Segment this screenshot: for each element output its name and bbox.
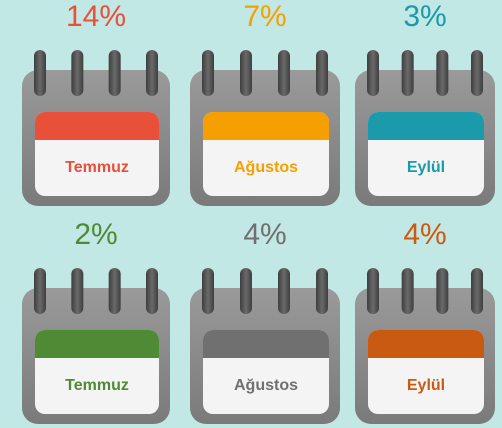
calendar-ring <box>278 50 290 96</box>
calendar-ring <box>108 268 121 314</box>
calendar-ring <box>202 50 214 96</box>
calendar-header <box>203 330 329 358</box>
calendar-ring <box>146 268 158 314</box>
month-label: Ağustos <box>234 377 298 394</box>
calendar-ring <box>34 268 46 314</box>
month-label: Eylül <box>407 159 445 176</box>
percent: 7% <box>243 0 286 33</box>
calendar-ring <box>436 50 449 96</box>
percent: 4% <box>403 218 446 251</box>
calendar-ring <box>316 268 328 314</box>
calendar-ring <box>367 50 379 96</box>
calendar-ring <box>34 50 46 96</box>
month-label: Ağustos <box>234 159 298 176</box>
calendar-ring <box>202 268 214 314</box>
calendar-ring <box>401 50 414 96</box>
calendar-ring <box>471 268 483 314</box>
month-label: Temmuz <box>65 377 129 394</box>
percent: 14% <box>66 0 126 33</box>
calendar-ring <box>71 268 84 314</box>
calendar-ring <box>146 50 158 96</box>
calendar-ring <box>240 50 252 96</box>
calendar-header <box>368 330 484 358</box>
calendar-ring <box>436 268 449 314</box>
calendar-ring <box>240 268 252 314</box>
calendar-ring <box>316 50 328 96</box>
calendar-ring <box>71 50 84 96</box>
percent: 4% <box>243 218 286 251</box>
percent: 2% <box>74 218 117 251</box>
calendar-header <box>368 112 484 140</box>
percent: 3% <box>403 0 446 33</box>
calendar-ring <box>401 268 414 314</box>
month-label: Eylül <box>407 377 445 394</box>
calendar-header <box>35 112 159 140</box>
calendar-header <box>35 330 159 358</box>
calendar-ring <box>108 50 121 96</box>
calendar-header <box>203 112 329 140</box>
calendar-ring <box>367 268 379 314</box>
month-label: Temmuz <box>65 159 129 176</box>
calendar-ring <box>278 268 290 314</box>
calendar-ring <box>471 50 483 96</box>
